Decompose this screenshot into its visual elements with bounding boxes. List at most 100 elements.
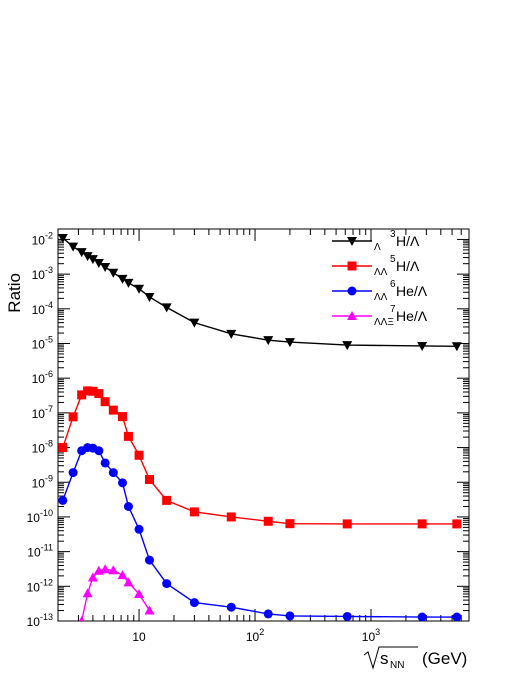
legend-sub: ΛΛΞ [374,317,394,328]
data-point [76,248,87,258]
data-point [189,318,200,328]
data-point [93,258,104,268]
data-point [226,329,237,339]
data-point [263,336,274,346]
legend-sup: 6 [390,279,396,290]
data-point [189,598,199,608]
plot-area-border [57,228,470,622]
legend-label: He/Λ [396,283,428,299]
data-point [162,579,172,589]
data-point [144,605,155,615]
series-2 [58,443,462,621]
series-line [62,390,457,525]
x-tick-label: 103 [362,627,380,644]
y-axis-label: Ratio [5,273,24,313]
sqrt-symbol [363,646,418,670]
data-point [285,519,295,529]
legend-item: 7 ΛΛΞ He/Λ [332,304,428,328]
data-point [100,397,110,407]
data-point [452,519,462,529]
data-point [123,431,133,441]
data-point [68,412,78,422]
data-point [100,458,110,468]
data-point [342,341,353,351]
data-point [88,386,98,396]
legend-marker [347,261,357,271]
data-point [162,495,172,505]
data-point [263,609,273,619]
y-tick-label: 10-10 [27,508,53,525]
y-tick-label: 10-7 [32,404,53,421]
data-point [342,519,352,529]
x-tick-label: 10 [132,630,146,644]
data-point [144,292,155,302]
data-point [161,303,172,313]
y-tick-label: 10-4 [32,300,53,317]
series-line [80,568,151,621]
data-point [108,468,118,478]
y-tick-label: 10-2 [32,230,53,247]
legend-item: 3Λ H/Λ [332,229,420,253]
legend-sup: 5 [390,254,396,265]
data-point [58,443,68,453]
data-point [134,589,145,599]
data-point [226,512,236,522]
legend-marker [347,311,357,320]
data-point [68,242,79,252]
data-point [77,390,87,400]
data-point [117,570,128,580]
x-tick-label: 102 [246,627,264,644]
data-point [117,274,128,284]
legend-marker [347,286,357,296]
data-point [452,612,462,621]
legend-sup: 3 [390,229,396,240]
legend-marker [347,237,357,246]
data-point [451,342,462,352]
data-point [100,564,111,574]
legend-label: H/Λ [396,233,420,249]
data-point [342,611,352,621]
data-point [94,389,104,399]
data-point [285,611,295,621]
data-point [226,602,236,612]
data-point [417,341,428,351]
y-tick-label: 10-9 [32,473,53,490]
data-point [123,577,134,587]
y-tick-label: 10-8 [32,439,53,456]
series-3 [78,564,155,621]
data-point [108,565,119,575]
x-axis-label-unit: (GeV) [422,649,467,668]
data-point [83,386,93,396]
y-tick-label: 10-13 [27,612,53,629]
data-point [284,338,295,348]
plot-frame [57,228,470,622]
data-point [134,524,144,534]
data-point [58,495,68,505]
series-0 [58,234,462,352]
legend-sub: ΛΛ [374,267,388,278]
series-1 [58,386,462,529]
axis-ticks [57,228,470,622]
data-point [82,252,93,262]
x-axis-label-sub: NN [390,660,404,671]
series-layer [58,234,462,621]
x-axis-label-s: s [380,649,389,668]
data-point [94,446,104,456]
legend-sub: Λ [374,242,381,253]
data-point [87,572,98,582]
legend-sup: 7 [390,304,396,315]
y-tick-label: 10-11 [27,543,53,560]
data-point [144,475,154,485]
data-point [134,284,145,294]
data-point [100,263,111,273]
data-point [118,478,128,488]
data-point [263,516,273,526]
tick-labels: 10 102 103 10-2 10-3 10-4 10-5 10-6 10-7 10-8 10-9… [27,230,381,644]
data-point [118,412,128,422]
legend-label: H/Λ [396,258,420,274]
data-point [78,616,85,621]
legend-item: 6ΛΛ He/Λ [332,279,428,303]
legend-sub: ΛΛ [374,292,388,303]
